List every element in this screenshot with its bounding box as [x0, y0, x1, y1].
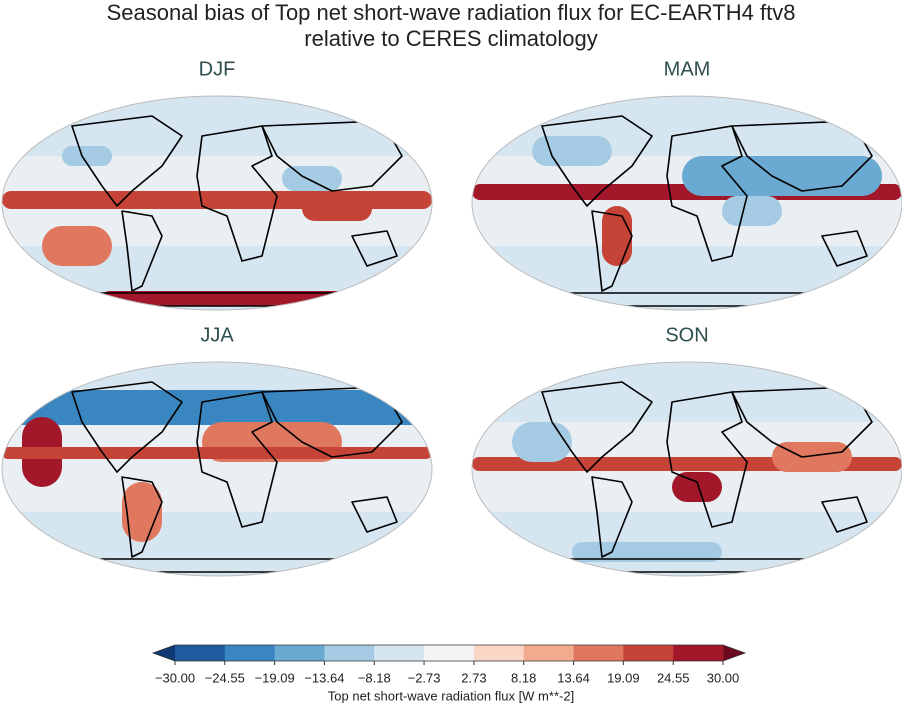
map-panel: DJF: [1, 58, 433, 311]
colorbar-tick-label: −8.18: [358, 670, 391, 685]
map-patch: [672, 472, 722, 502]
panels: DJF MAM JJA SON: [1, 58, 902, 577]
colorbar-tick-label: −24.55: [205, 670, 245, 685]
colorbar-tick-label: −30.00: [155, 670, 195, 685]
colorbar-extend-low: [153, 645, 175, 661]
map-patch: [282, 166, 342, 191]
colorbar-bin: [673, 645, 724, 661]
map-patch: [62, 146, 112, 166]
colorbar-tick-label: 19.09: [607, 670, 640, 685]
colorbar-bin: [374, 645, 425, 661]
map-panel: MAM: [471, 58, 902, 311]
colorbar-tick-label: −2.73: [408, 670, 441, 685]
map-border: [1, 361, 433, 577]
panel-title: SON: [665, 324, 708, 346]
colorbar-bin: [623, 645, 674, 661]
map-panel: SON: [471, 324, 902, 577]
map-field: [472, 362, 902, 576]
map-field: [472, 96, 902, 310]
panel-title: MAM: [664, 58, 711, 80]
colorbar-tick-label: −19.09: [255, 670, 295, 685]
colorbar: −30.00 −24.55 −19.09 −13.64 −8.18 −2.73 2.73 8.…: [151, 644, 747, 685]
colorbar-tick-label: −13.64: [304, 670, 344, 685]
colorbar-bin: [224, 645, 276, 661]
map-patch: [42, 226, 112, 266]
colorbar-bin: [175, 645, 226, 661]
map-border: [1, 95, 433, 311]
colorbar-bin: [274, 645, 325, 661]
colorbar-bin: [424, 645, 475, 661]
colorbar-bin: [523, 645, 575, 661]
colorbar-tick-label: 8.18: [511, 670, 536, 685]
map-patch: [682, 156, 882, 196]
map-patch: [2, 390, 432, 425]
map-border: [471, 361, 902, 577]
map-patch: [512, 422, 572, 462]
map-patch: [722, 196, 782, 226]
map-patch: [532, 136, 612, 166]
figure-title: Seasonal bias of Top net short-wave radi…: [107, 0, 796, 25]
colorbar-tick-label: 24.55: [657, 670, 690, 685]
map-panel: JJA: [1, 324, 433, 577]
figure-subtitle: relative to CERES climatology: [304, 26, 597, 51]
colorbar-bin: [473, 645, 525, 661]
colorbar-extend-high: [723, 645, 745, 661]
colorbar-tick-label: 2.73: [461, 670, 486, 685]
panel-title: JJA: [200, 324, 234, 346]
colorbar-tick-label: 30.00: [707, 670, 740, 685]
map-field: [2, 96, 432, 310]
colorbar-label: Top net short-wave radiation flux [W m**…: [328, 688, 574, 703]
map-field: [2, 362, 432, 576]
colorbar-tick-label: 13.64: [557, 670, 590, 685]
map-patch: [572, 542, 722, 562]
colorbar-bin: [573, 645, 624, 661]
colorbar-bin: [324, 645, 375, 661]
map-patch: [772, 442, 852, 472]
map-border: [471, 95, 902, 311]
map-patch: [302, 196, 372, 221]
map-patch: [2, 447, 432, 459]
panel-title: DJF: [199, 58, 236, 80]
